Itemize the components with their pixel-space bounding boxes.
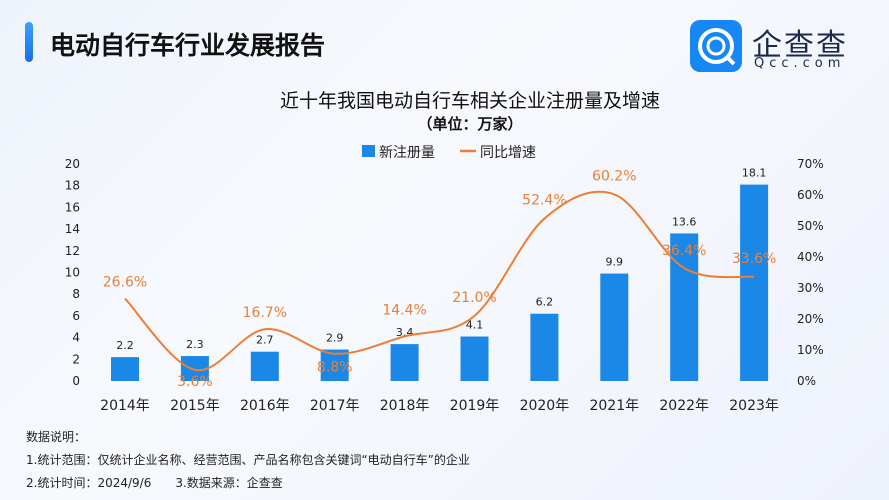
x-tick-label: 2022年 (659, 398, 709, 414)
growth-label: 16.7% (243, 305, 287, 321)
growth-label: 21.0% (452, 290, 496, 306)
y-right-tick-label: 50% (797, 219, 824, 233)
x-tick-label: 2021年 (589, 398, 639, 414)
bar (320, 349, 349, 381)
chart-subtitle: （单位：万家） (417, 115, 522, 133)
bar-value-label: 4.1 (466, 319, 484, 332)
y-left-tick-label: 10 (65, 266, 80, 280)
notes-heading: 数据说明： (26, 430, 87, 444)
y-right-tick-label: 10% (797, 343, 824, 357)
title-accent (25, 22, 33, 62)
bar (600, 273, 629, 381)
bar (530, 313, 559, 381)
x-tick-label: 2019年 (450, 398, 500, 414)
bar-value-label: 2.2 (116, 339, 134, 352)
growth-label: 52.4% (522, 193, 566, 209)
notes-line-1: 1.统计范围：仅统计企业名称、经营范围、产品名称包含关键词“电动自行车”的企业 (26, 453, 470, 467)
bar-value-label: 2.9 (326, 332, 344, 345)
bar (111, 357, 139, 381)
logo-text: 企查查 (752, 28, 848, 63)
report-title: 电动自行车行业发展报告 (50, 31, 326, 60)
bar-value-label: 9.9 (606, 256, 624, 269)
bar (740, 184, 769, 381)
bar (460, 336, 489, 381)
x-tick-label: 2017年 (310, 398, 360, 414)
data-notes: 数据说明： 1.统计范围：仅统计企业名称、经营范围、产品名称包含关键词“电动自行… (26, 426, 470, 495)
legend-bar-swatch (362, 145, 375, 157)
logo-subtext: Qcc.com (754, 56, 846, 71)
x-tick-label: 2018年 (380, 398, 430, 414)
y-right-tick-label: 20% (797, 312, 824, 326)
qcc-logo-icon (690, 20, 742, 72)
growth-label: 33.6% (732, 251, 776, 267)
y-left-tick-label: 4 (72, 331, 80, 345)
growth-label: 36.4% (662, 243, 706, 259)
bar-value-label: 6.2 (536, 296, 554, 309)
x-tick-label: 2020年 (520, 398, 570, 414)
y-left-tick-label: 18 (65, 179, 80, 193)
y-left-tick-label: 20 (65, 157, 80, 171)
bar-value-label: 18.1 (742, 167, 767, 180)
x-tick-label: 2015年 (170, 398, 220, 414)
y-left-tick-label: 0 (72, 374, 80, 388)
x-tick-label: 2014年 (100, 398, 150, 414)
y-right-tick-label: 40% (797, 250, 824, 264)
growth-line (124, 190, 755, 372)
bar-value-label: 13.6 (672, 215, 697, 228)
chart-title: 近十年我国电动自行车相关企业注册量及增速 (280, 90, 660, 112)
y-left-tick-label: 16 (65, 200, 80, 214)
notes-line-2: 2.统计时间：2024/9/6 3.数据来源：企查查 (26, 476, 283, 490)
y-right-tick-label: 60% (797, 188, 824, 202)
growth-label: 60.2% (592, 168, 636, 184)
bar-value-label: 2.7 (256, 334, 274, 347)
legend-line-label: 同比增速 (480, 145, 536, 161)
y-right-tick-label: 70% (797, 157, 824, 171)
x-tick-label: 2023年 (729, 398, 779, 414)
y-left-tick-label: 2 (72, 352, 80, 366)
x-tick-label: 2016年 (240, 398, 290, 414)
growth-label: 26.6% (103, 275, 147, 291)
y-left-tick-label: 6 (72, 309, 80, 323)
bar (390, 344, 419, 381)
y-left-tick-label: 14 (65, 222, 80, 236)
y-right-tick-label: 30% (797, 281, 824, 295)
bar (670, 233, 699, 381)
growth-label: 8.8% (317, 360, 353, 376)
y-left-tick-label: 12 (65, 244, 80, 258)
y-left-tick-label: 8 (72, 287, 80, 301)
bar (250, 351, 279, 381)
growth-label: 14.4% (382, 302, 426, 318)
growth-label: 3.6% (177, 374, 213, 390)
legend-bar-label: 新注册量 (379, 145, 435, 161)
y-right-tick-label: 0% (797, 374, 816, 388)
bar-value-label: 2.3 (186, 338, 204, 351)
